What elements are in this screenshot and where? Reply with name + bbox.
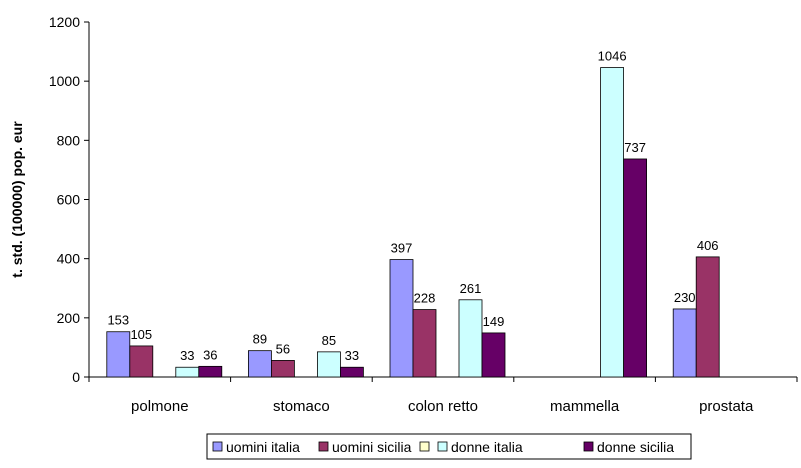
x-tick-label: prostata [699, 398, 754, 415]
data-label: 85 [322, 333, 336, 348]
legend-swatch [437, 441, 448, 452]
y-tick-label: 800 [57, 132, 81, 148]
bar [198, 365, 223, 378]
bar [458, 299, 483, 378]
y-tick-label: 200 [57, 310, 81, 326]
bar-series [106, 67, 720, 378]
y-tick-label: 600 [57, 192, 81, 208]
bar [175, 366, 200, 378]
data-label: 149 [483, 314, 505, 329]
data-label: 33 [345, 348, 359, 363]
bar [672, 308, 697, 378]
x-tick-label: mammella [550, 398, 620, 415]
data-label: 228 [414, 291, 436, 306]
x-tick-label: polmone [131, 398, 189, 415]
bar [339, 366, 364, 378]
data-label: 89 [253, 332, 267, 347]
bar [412, 309, 437, 378]
y-tick-label: 0 [72, 369, 80, 385]
y-tick-label: 400 [57, 251, 81, 267]
bar [129, 345, 154, 378]
legend-label: donne sicilia [597, 439, 674, 455]
bar [481, 332, 506, 378]
legend-swatch [212, 441, 223, 452]
bar [389, 259, 414, 378]
legend-swatch [318, 441, 329, 452]
data-label: 1046 [598, 49, 627, 64]
x-axis: polmone stomaco colon retto mammella prostat… [88, 376, 798, 415]
data-label: 737 [624, 140, 646, 155]
legend-swatch [583, 441, 594, 452]
bar [106, 331, 131, 378]
data-label: 397 [391, 241, 413, 256]
y-tick-label: 1000 [49, 73, 80, 89]
bar [623, 158, 647, 378]
legend-swatch [419, 441, 430, 452]
y-axis-title: t. std. (100000) pop. eur [9, 121, 25, 278]
data-label: 36 [203, 347, 217, 362]
legend-label: uomini italia [226, 439, 300, 455]
bar [316, 351, 341, 378]
data-label: 230 [674, 290, 696, 305]
bar [247, 350, 272, 378]
data-label: 56 [276, 341, 290, 356]
data-labels: 153 89 397 230 105 56 228 406 33 85 261 1046 36 33 149… [107, 49, 718, 364]
bar [270, 360, 295, 378]
legend-box [206, 433, 692, 460]
x-tick-label: colon retto [408, 398, 478, 415]
data-label: 33 [180, 348, 194, 363]
y-tick-label: 1200 [49, 14, 80, 30]
y-axis: 0 200 400 600 800 1000 1200 [49, 14, 90, 385]
data-label: 406 [697, 238, 719, 253]
legend-label: uomini sicilia [332, 439, 412, 455]
bar [600, 67, 624, 378]
bar [695, 256, 720, 378]
legend-label: donne italia [451, 439, 523, 455]
data-label: 105 [130, 327, 152, 342]
data-label: 153 [107, 313, 129, 328]
x-tick-label: stomaco [273, 398, 330, 415]
legend: uomini italia uomini sicilia donne italia d… [206, 433, 692, 460]
data-label: 261 [460, 281, 482, 296]
